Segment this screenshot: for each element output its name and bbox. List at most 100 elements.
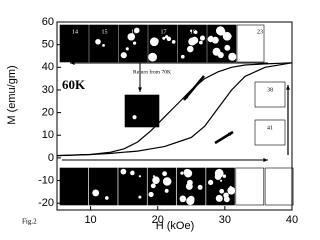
domain-blob [208, 179, 214, 186]
frame-label: 16 [131, 29, 137, 35]
domain-blob [138, 195, 142, 199]
x-tick-label: 40 [286, 214, 298, 226]
domain-blob [187, 45, 194, 53]
domain-blob [220, 179, 223, 182]
image-frame [235, 167, 265, 206]
x-tick-label: 10 [84, 214, 96, 226]
domain-blob [148, 52, 158, 62]
figure-label: Fig.2 [22, 218, 37, 226]
curve [56, 62, 293, 157]
domain-blob [189, 39, 194, 44]
domain-blob [207, 36, 214, 43]
image-frame [124, 94, 160, 128]
domain-blob [183, 168, 190, 176]
domain-blob [222, 31, 232, 41]
domain-blob [125, 47, 129, 51]
domain-blob [217, 28, 225, 36]
image-frame [89, 24, 119, 63]
domain-blob [162, 177, 172, 186]
arrow-head [184, 95, 189, 100]
image-frame [236, 24, 265, 63]
domain-blob [148, 191, 154, 198]
domain-blob [130, 170, 135, 176]
domain-blob [164, 188, 169, 193]
frame-label: 38 [267, 87, 273, 93]
domain-blob [214, 173, 222, 181]
domain-blob [152, 38, 159, 44]
domain-blob [180, 54, 185, 59]
domain-blob [171, 40, 176, 44]
frame-label: 14 [72, 29, 78, 35]
frame-label: 23 [257, 29, 263, 35]
frame-label: 41 [267, 125, 273, 131]
y-tick-label: 10 [42, 129, 54, 141]
arrow [183, 75, 205, 101]
annotation: 60K [62, 77, 86, 92]
y-axis-label: M (emu/gm) [6, 65, 18, 124]
domain-blob [152, 175, 155, 178]
y-tick-label: 0 [48, 152, 54, 164]
plot-frame [56, 21, 293, 211]
domain-blob [179, 195, 187, 203]
frame-label: 17 [161, 29, 167, 35]
arrow-head [263, 158, 268, 162]
image-frame [264, 167, 294, 206]
arrow-head [70, 61, 75, 65]
arrow-head [138, 87, 142, 92]
domain-blob [217, 51, 224, 59]
domain-blob [224, 44, 231, 51]
frame-label: 19 [220, 29, 226, 35]
frame-label: 18 [190, 29, 196, 35]
domain-blob [95, 38, 101, 45]
domain-blob [132, 41, 137, 45]
y-tick-label: 60 [42, 16, 54, 28]
domain-blob [219, 188, 225, 194]
image-frame [254, 81, 286, 108]
domain-blob [134, 27, 140, 34]
arrow-head [228, 132, 233, 137]
x-tick-label: 30 [219, 214, 231, 226]
domain-blob [180, 171, 184, 175]
frame-label: 15 [102, 29, 108, 35]
image-frame [59, 167, 89, 206]
domain-blob [120, 168, 127, 175]
domain-blob [199, 40, 203, 45]
y-tick-label: -20 [38, 197, 54, 209]
domain-blob [199, 35, 206, 41]
domain-blob [138, 175, 142, 178]
domain-blob [229, 185, 232, 189]
x-tick-label: 20 [152, 214, 164, 226]
domain-blob [211, 36, 219, 44]
domain-blob [162, 36, 166, 40]
y-tick-label: 50 [42, 39, 54, 51]
image-frame [59, 24, 89, 63]
domain-blob [189, 29, 193, 32]
y-tick-label: -10 [38, 174, 54, 186]
domain-blob [193, 30, 198, 34]
domain-blob [150, 183, 156, 189]
domain-blob [92, 189, 100, 197]
domain-blob [102, 43, 105, 47]
y-tick-label: 30 [42, 84, 54, 96]
image-frame [89, 167, 118, 206]
domain-blob [166, 36, 172, 42]
domain-blob [223, 192, 229, 199]
domain-blob [229, 35, 232, 38]
domain-blob [132, 115, 137, 120]
y-tick-label: 20 [42, 107, 54, 119]
domain-blob [186, 196, 195, 206]
curve [56, 62, 293, 157]
domain-blob [105, 196, 109, 200]
domain-blob [197, 184, 203, 190]
domain-blob [162, 171, 168, 177]
domain-blob [152, 176, 160, 184]
domain-blob [120, 52, 127, 59]
arrow-head [286, 85, 290, 90]
annotation: Return from 70K [133, 68, 171, 75]
domain-blob [185, 182, 193, 190]
domain-blob [215, 194, 223, 202]
domain-blob [228, 52, 237, 61]
x-axis-label: H (kOe) [156, 220, 195, 232]
y-tick-label: 40 [42, 61, 54, 73]
